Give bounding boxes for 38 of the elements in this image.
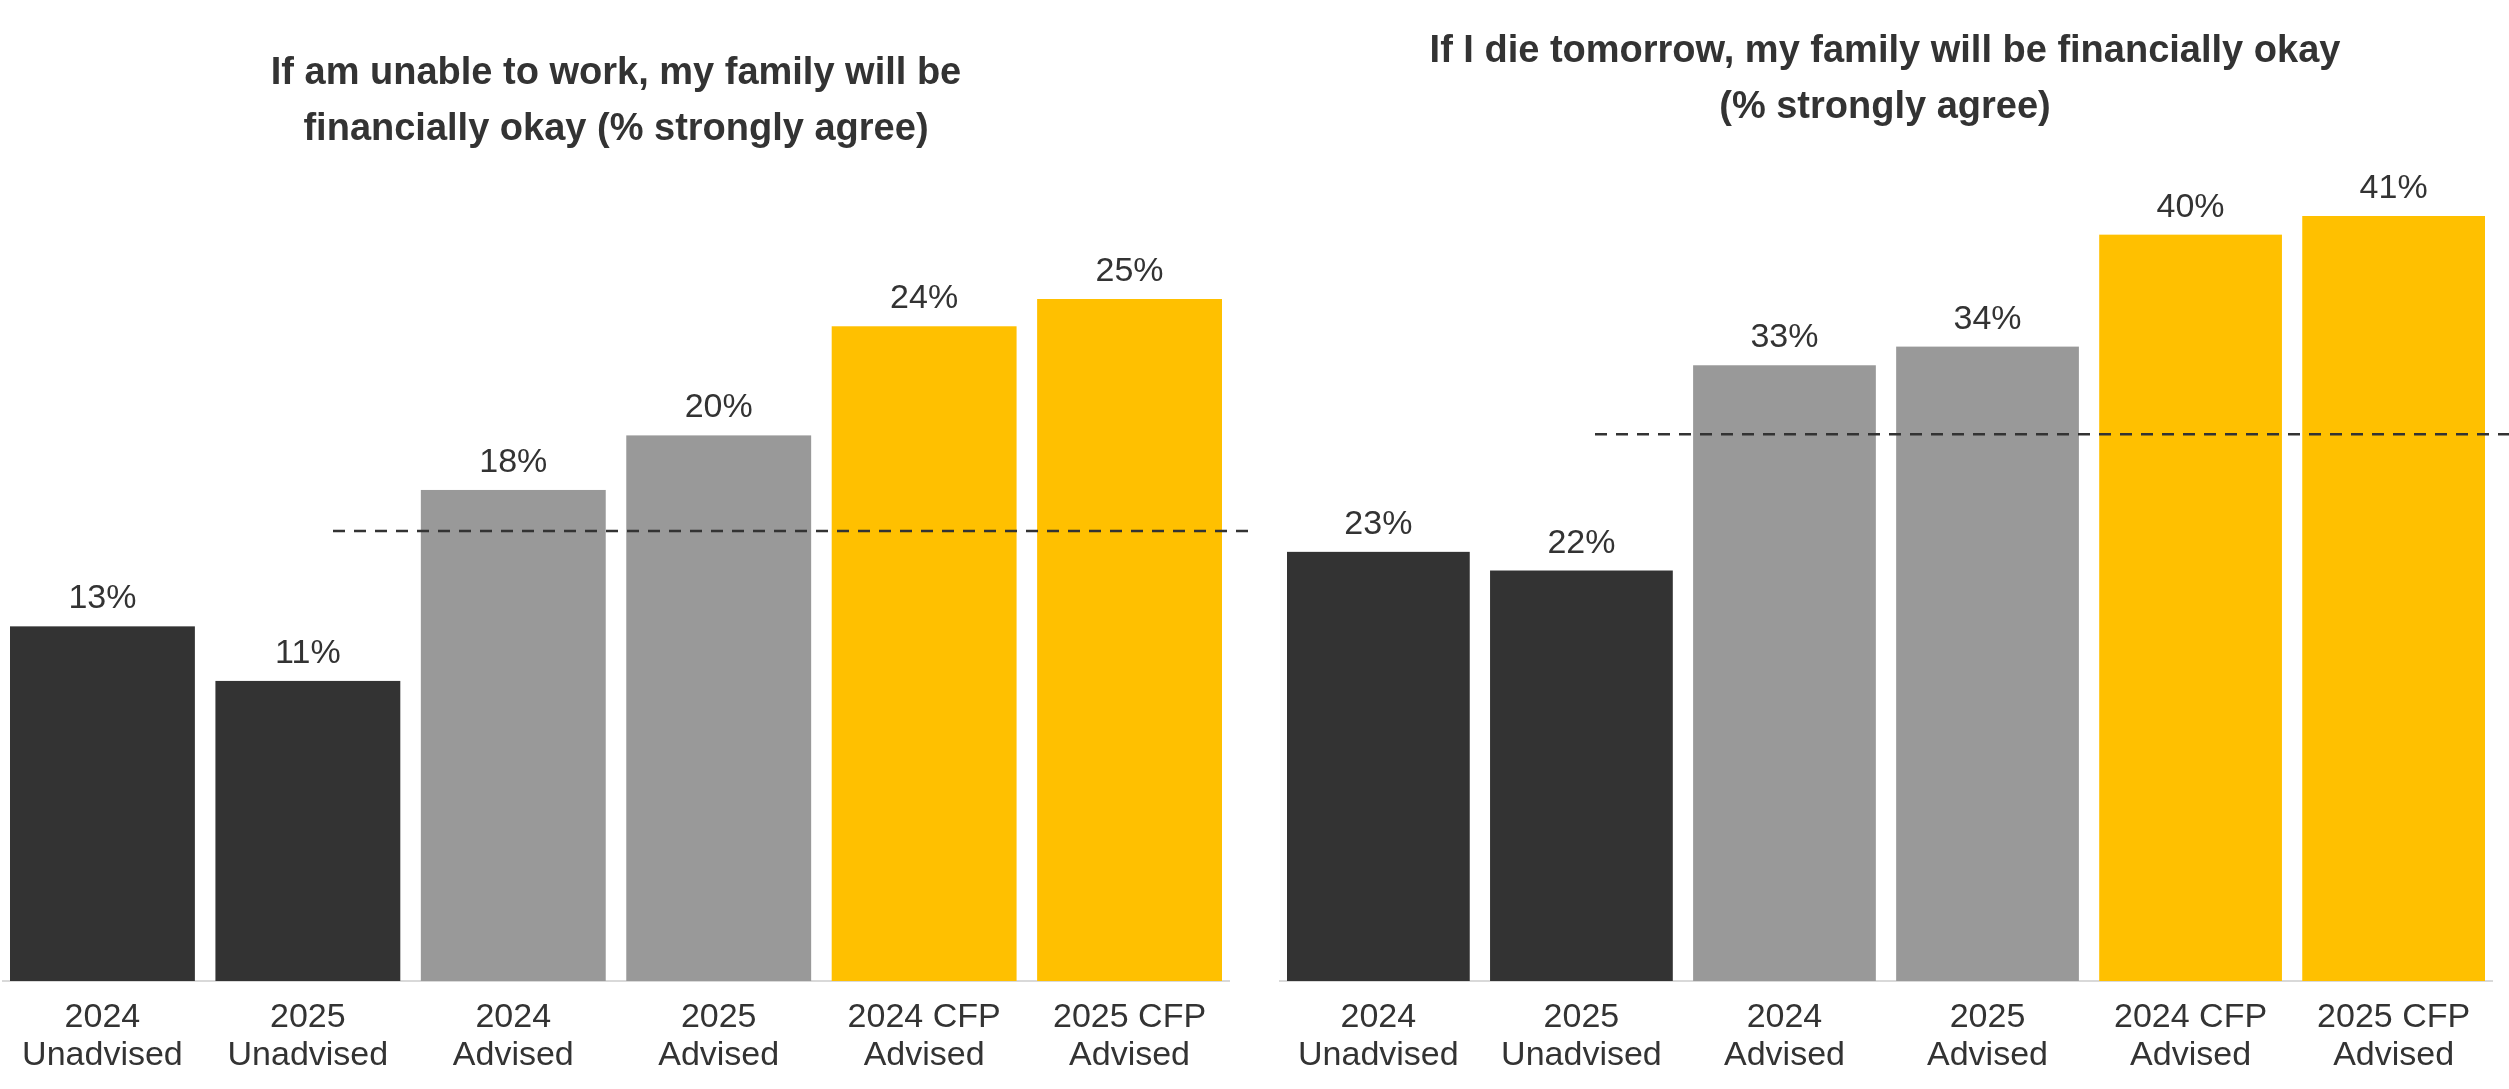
chart-title: If I die tomorrow, my family will be financially okay (% strongly agree) [1429, 28, 2341, 126]
data-label: 18% [479, 440, 548, 479]
bar [10, 626, 195, 981]
bar [1490, 570, 1673, 981]
bar [1896, 346, 2079, 981]
data-label: 40% [2156, 185, 2225, 224]
bar [1693, 365, 1876, 981]
x-tick-label: 2024 Unadvised [1298, 996, 1459, 1072]
chart-title: If am unable to work, my family will be financially okay (% strongly agree) [270, 50, 962, 148]
data-label: 13% [68, 577, 137, 616]
x-tick-label: 2025 Advised [1927, 996, 2049, 1072]
x-tick-label: 2024 CFP Advised [2114, 996, 2268, 1072]
data-label: 24% [890, 277, 959, 316]
x-tick-label: 2024 Unadvised [22, 996, 183, 1072]
data-label: 20% [684, 386, 753, 425]
x-tick-label: 2024 CFP Advised [847, 996, 1001, 1072]
data-label: 23% [1344, 502, 1413, 541]
bar [420, 489, 606, 981]
bar [2302, 216, 2485, 981]
x-tick-label: 2024 Advised [1723, 996, 1845, 1072]
x-tick-label: 2025 CFP Advised [2317, 996, 2471, 1072]
data-label: 33% [1750, 316, 1819, 355]
data-label: 22% [1547, 521, 1616, 560]
x-tick-label: 2025 CFP Advised [1053, 996, 1207, 1072]
bar [1037, 299, 1222, 981]
data-label: 11% [275, 631, 341, 670]
bar [215, 680, 401, 981]
bar [626, 435, 812, 981]
x-tick-label: 2024 Advised [452, 996, 574, 1072]
x-tick-label: 2025 Unadvised [227, 996, 389, 1072]
data-label: 34% [1953, 297, 2022, 336]
x-tick-label: 2025 Unadvised [1501, 996, 1662, 1072]
bar [1287, 551, 1470, 981]
data-label: 25% [1095, 250, 1164, 288]
x-tick-label: 2025 Advised [658, 996, 780, 1072]
bar [831, 326, 1017, 981]
bar [2099, 234, 2282, 981]
data-label: 41% [2359, 167, 2428, 205]
